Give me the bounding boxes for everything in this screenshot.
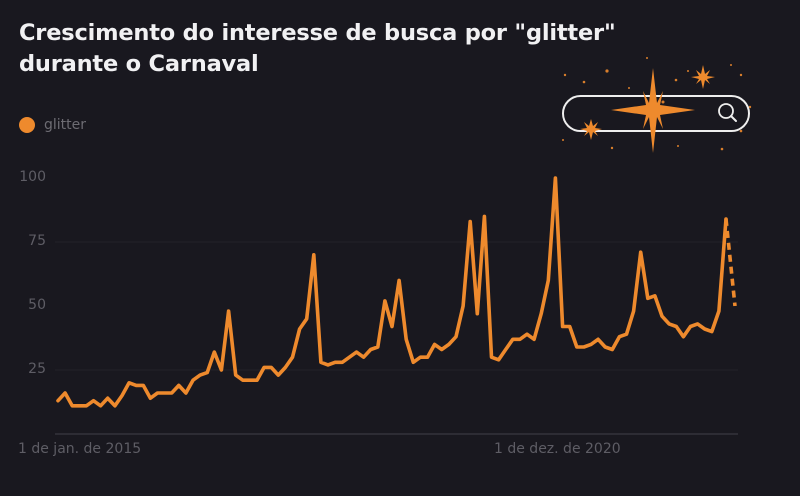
y-tick-100: 100 — [19, 169, 46, 185]
legend-swatch — [19, 117, 35, 133]
y-tick-50: 50 — [28, 297, 46, 313]
x-tick-mid: 1 de dez. de 2020 — [494, 441, 621, 457]
y-tick-75: 75 — [28, 233, 46, 249]
legend: glitter — [19, 117, 86, 133]
chart-title: Crescimento do interesse de busca por "g… — [19, 20, 616, 77]
y-tick-25: 25 — [28, 361, 46, 377]
series-projection-dashed — [724, 218, 737, 307]
series-line-glitter — [56, 176, 728, 408]
gridlines — [55, 241, 738, 435]
x-tick-start: 1 de jan. de 2015 — [18, 441, 142, 457]
search-bar-with-sparkles-icon — [562, 57, 752, 153]
legend-label: glitter — [44, 117, 87, 133]
sparkle-icon — [580, 65, 715, 153]
search-icon — [718, 103, 737, 122]
